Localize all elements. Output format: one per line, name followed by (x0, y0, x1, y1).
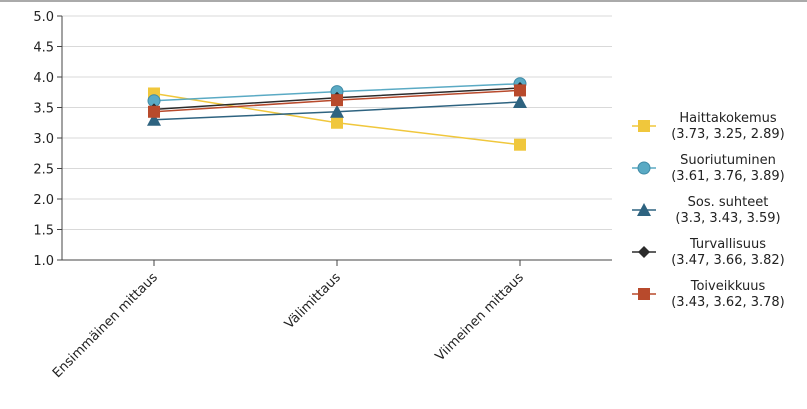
legend-values: (3.73, 3.25, 2.89) (671, 127, 785, 142)
legend-marker (638, 120, 650, 132)
legend-values: (3.43, 3.62, 3.78) (671, 295, 785, 310)
y-tick-label: 4.5 (33, 41, 54, 56)
legend-marker (638, 246, 650, 258)
legend-item: Sos. suhteet(3.3, 3.43, 3.59) (632, 195, 781, 226)
legend-item: Turvallisuus(3.47, 3.66, 3.82) (632, 237, 785, 268)
legend-name: Turvallisuus (689, 237, 766, 252)
y-tick-label: 1.0 (33, 254, 54, 269)
y-axis: 1.0 1.5 2.0 2.5 3.0 3.5 4.0 4.5 5.0 (33, 10, 63, 269)
y-tick-label: 5.0 (33, 10, 54, 25)
data-point (330, 104, 344, 118)
x-tick-label: Välimittaus (282, 270, 344, 332)
data-point (147, 112, 161, 126)
series-2 (147, 95, 527, 126)
data-point (331, 116, 343, 129)
y-tick-label: 2.5 (33, 163, 54, 178)
data-point (148, 105, 160, 118)
data-point (331, 94, 343, 107)
legend-marker (637, 161, 651, 175)
legend-marker (638, 288, 650, 300)
data-point (514, 138, 526, 151)
x-tick-label: Ensimmäinen mittaus (50, 270, 161, 381)
legend-name: Haittakokemus (679, 111, 776, 126)
legend-name: Sos. suhteet (688, 195, 769, 210)
legend-values: (3.47, 3.66, 3.82) (671, 253, 785, 268)
x-axis: Ensimmäinen mittaus Välimittaus Viimeinen … (50, 259, 612, 381)
legend-values: (3.3, 3.43, 3.59) (675, 211, 780, 226)
y-tick-label: 1.5 (33, 224, 54, 239)
data-point (514, 84, 526, 97)
series-layer (147, 77, 527, 151)
legend-item: Suoriutuminen(3.61, 3.76, 3.89) (632, 153, 785, 184)
series-4 (148, 84, 526, 118)
legend-name: Toiveikkuus (690, 279, 766, 294)
legend-item: Toiveikkuus(3.43, 3.62, 3.78) (632, 279, 785, 310)
legend-item: Haittakokemus(3.73, 3.25, 2.89) (632, 111, 785, 142)
y-tick-label: 3.0 (33, 132, 54, 147)
legend-values: (3.61, 3.76, 3.89) (671, 169, 785, 184)
data-point (513, 95, 527, 109)
y-tick-label: 3.5 (33, 102, 54, 117)
legend: Haittakokemus(3.73, 3.25, 2.89) Suoriutum… (632, 111, 785, 310)
series-0 (148, 87, 526, 151)
legend-marker (637, 203, 651, 216)
x-tick-label: Viimeinen mittaus (433, 270, 527, 364)
legend-name: Suoriutuminen (680, 153, 776, 168)
y-tick-label: 2.0 (33, 193, 54, 208)
y-tick-label: 4.0 (33, 71, 54, 86)
